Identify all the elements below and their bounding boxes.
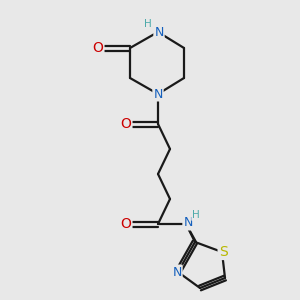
Text: N: N [154,26,164,38]
Text: H: H [144,19,152,29]
Text: O: O [121,217,131,231]
Text: S: S [219,245,227,259]
Text: O: O [121,117,131,131]
Text: N: N [153,88,163,100]
Text: N: N [172,266,182,278]
Text: O: O [93,41,104,55]
Text: H: H [192,210,200,220]
Text: N: N [183,217,193,230]
